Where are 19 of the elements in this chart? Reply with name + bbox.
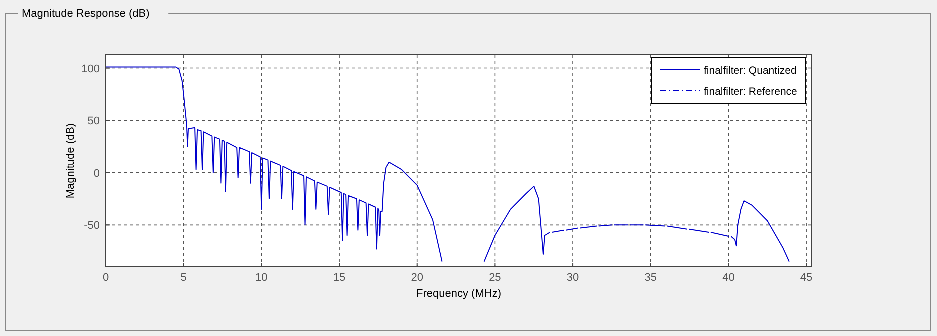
y-tick-label: 50	[88, 116, 100, 128]
x-tick-label: 15	[333, 272, 346, 284]
x-tick-label: 20	[411, 272, 424, 284]
y-tick-label: 0	[94, 168, 100, 180]
legend-label: finalfilter: Reference	[704, 86, 798, 98]
chart-title: Magnitude Response (dB)	[22, 8, 150, 20]
y-axis-title: Magnitude (dB)	[65, 123, 77, 199]
x-tick-label: 35	[644, 272, 657, 284]
x-tick-label: 5	[180, 272, 187, 284]
x-tick-label: 0	[102, 272, 110, 284]
x-tick-label: 30	[566, 272, 580, 284]
y-tick-label: -50	[84, 220, 100, 232]
legend-label: finalfilter: Quantized	[704, 65, 797, 77]
y-tick-label: 100	[82, 63, 100, 76]
x-tick-label: 10	[256, 272, 268, 284]
x-axis-title: Frequency (MHz)	[416, 288, 502, 300]
x-tick-label: 25	[489, 272, 502, 284]
x-tick-label: 45	[800, 272, 813, 284]
x-tick-label: 40	[722, 272, 735, 284]
